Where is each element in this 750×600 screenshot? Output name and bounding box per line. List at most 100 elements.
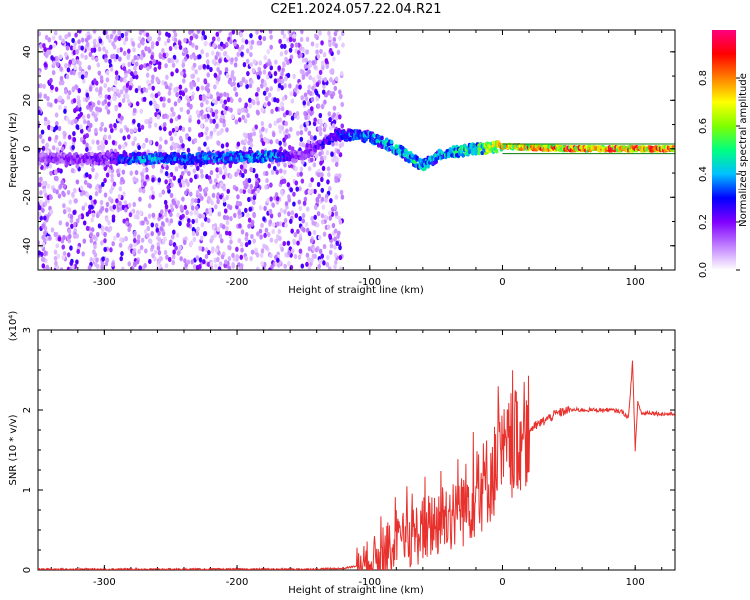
spectrogram-cell — [215, 167, 219, 173]
spectrogram-cell — [200, 49, 204, 55]
spectrogram-cell — [105, 201, 110, 207]
spectrogram-cell — [260, 222, 264, 229]
spectrogram-cell — [268, 30, 273, 34]
spectrogram-cell — [198, 65, 202, 71]
spectrogram-cell — [298, 216, 302, 222]
spectrogram-cell — [348, 137, 352, 142]
spectrogram-cell — [150, 153, 155, 158]
spectrogram-cell — [327, 266, 332, 270]
spectrogram-cell — [169, 218, 174, 224]
spectrogram-cell — [235, 246, 239, 252]
spectrogram-cell — [92, 30, 97, 34]
spectrogram-cell — [284, 49, 288, 55]
spectrogram-cell — [239, 254, 244, 260]
spectrogram-cell — [108, 58, 112, 65]
spectrogram-cell — [75, 49, 79, 55]
spectrogram-cell — [301, 57, 306, 63]
spectrogram-cell — [48, 163, 53, 169]
spectrogram-cell — [204, 130, 208, 136]
spectrogram-cell — [81, 114, 86, 120]
spectrogram-cell — [211, 111, 216, 117]
spectrogram-cell — [308, 74, 313, 81]
spectrogram-cell — [69, 45, 74, 51]
spectrogram-cell — [129, 170, 134, 176]
spectrogram-cell — [334, 76, 339, 82]
spectrogram-cell — [38, 109, 41, 116]
colorbar-label: Normalized spectral amplitude — [738, 73, 749, 227]
spectrogram-cell — [72, 98, 77, 104]
spectrogram-cell — [206, 92, 211, 98]
spectrogram-cell — [282, 61, 286, 67]
spectrogram-cell — [181, 62, 186, 68]
spectrogram-cell — [320, 196, 325, 202]
spectrogram-cell — [340, 101, 345, 108]
spectrogram-cell — [273, 70, 278, 77]
spectrogram-cell — [157, 30, 162, 36]
y-tick-label: 0 — [22, 146, 33, 152]
spectrogram-cell — [150, 78, 155, 85]
spectrogram-cell — [248, 97, 252, 103]
spectrogram-cell — [268, 209, 273, 215]
spectrogram-cell — [337, 230, 341, 236]
spectrogram-cell — [190, 30, 194, 34]
spectrogram-cell — [158, 144, 163, 150]
spectrogram-cell — [150, 44, 155, 50]
spectrogram-cell — [278, 38, 282, 44]
spectrogram-cell — [53, 255, 58, 262]
spectrogram-cell — [38, 133, 43, 140]
spectrogram-cell — [192, 168, 197, 174]
spectrogram-cell — [225, 220, 230, 226]
spectrogram-cell — [215, 31, 220, 37]
spectrogram-cell — [320, 187, 325, 193]
spectrogram-cell — [104, 57, 108, 63]
spectrogram-cell — [163, 199, 168, 205]
spectrogram-cell — [317, 263, 322, 270]
spectrogram-cell — [183, 164, 187, 170]
spectrogram-cell — [334, 194, 339, 200]
spectrogram-cell — [256, 100, 260, 106]
spectrogram-cell — [121, 97, 126, 104]
spectrogram-cell — [293, 253, 298, 260]
spectrogram-cell — [91, 139, 95, 145]
spectrogram-cell — [283, 169, 287, 175]
spectrogram-cell — [179, 256, 183, 262]
spectrogram-cell — [220, 143, 225, 149]
spectrogram-cell — [332, 105, 337, 111]
spectrogram-cell — [252, 211, 256, 217]
spectrogram-cell — [49, 125, 54, 131]
spectrogram-cell — [263, 232, 267, 238]
spectrogram-cell — [150, 222, 155, 228]
spectrogram-cell — [267, 71, 272, 77]
spectrogram-cell — [242, 132, 247, 138]
spectrogram-cell — [327, 140, 332, 146]
spectrogram-cell — [134, 169, 139, 176]
spectrogram-cell — [181, 126, 186, 132]
spectrogram-cell — [290, 115, 295, 121]
spectrogram-cell — [154, 222, 159, 229]
spectrogram-cell — [290, 228, 294, 234]
spectrogram-cell — [82, 220, 87, 226]
spectrogram-cell — [189, 35, 194, 41]
spectrogram-cell — [332, 112, 337, 118]
spectrogram-cell — [116, 232, 120, 238]
spectrogram-cell — [331, 222, 336, 229]
spectrogram-cell — [134, 61, 139, 67]
spectrogram-cell — [198, 95, 203, 101]
spectrogram-cell — [321, 65, 325, 71]
spectrogram-cell — [153, 249, 158, 255]
spectrogram-cell — [114, 35, 119, 41]
spectrogram-cell — [89, 232, 93, 238]
spectrogram-cell — [218, 233, 223, 239]
spectrogram-cell — [156, 114, 161, 120]
spectrogram-cell — [131, 58, 135, 65]
spectrogram-cell — [119, 89, 124, 95]
spectrogram-cell — [254, 247, 259, 253]
spectrogram-cell — [83, 119, 87, 125]
spectrogram-cell — [147, 213, 152, 219]
spectrogram-cell — [54, 260, 58, 266]
spectrogram-cell — [144, 137, 149, 143]
spectrogram-cell — [101, 100, 106, 106]
spectrogram-cell — [340, 30, 345, 37]
spectrogram-cell — [236, 194, 240, 200]
spectrogram-cell — [73, 198, 78, 204]
